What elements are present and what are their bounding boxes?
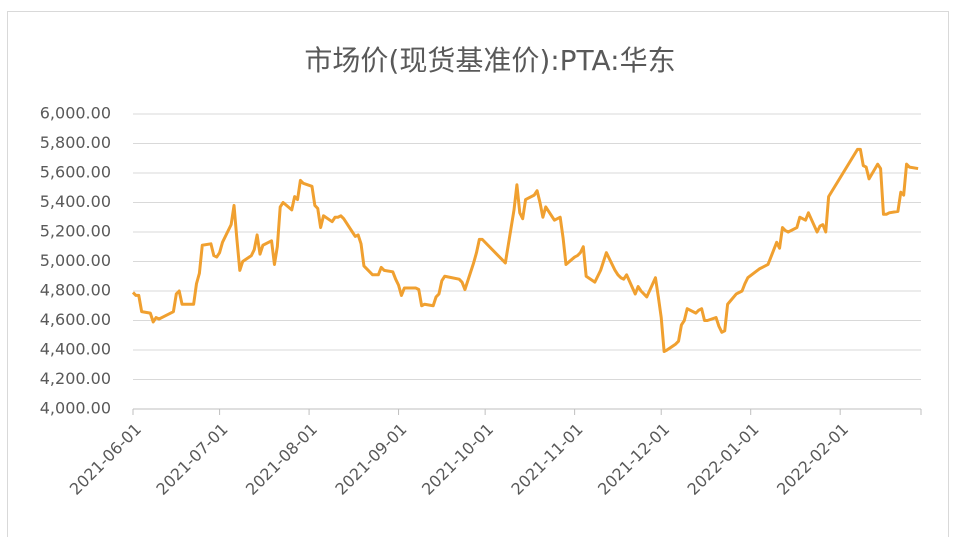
y-tick-label: 5,000.00 [40, 251, 111, 270]
y-tick-label: 4,200.00 [40, 369, 111, 388]
y-tick-label: 5,200.00 [40, 222, 111, 241]
chart-title: 市场价(现货基准价):PTA:华东 [304, 44, 675, 77]
y-tick-label: 4,600.00 [40, 310, 111, 329]
y-tick-label: 5,800.00 [40, 133, 111, 152]
y-tick-label: 5,400.00 [40, 192, 111, 211]
y-tick-label: 4,000.00 [40, 399, 111, 418]
price-line [131, 147, 919, 353]
chart-frame [7, 11, 949, 537]
y-tick-label: 4,400.00 [40, 340, 111, 359]
y-tick-label: 5,600.00 [40, 163, 111, 182]
y-tick-label: 4,800.00 [40, 281, 111, 300]
y-tick-label: 6,000.00 [40, 104, 111, 123]
